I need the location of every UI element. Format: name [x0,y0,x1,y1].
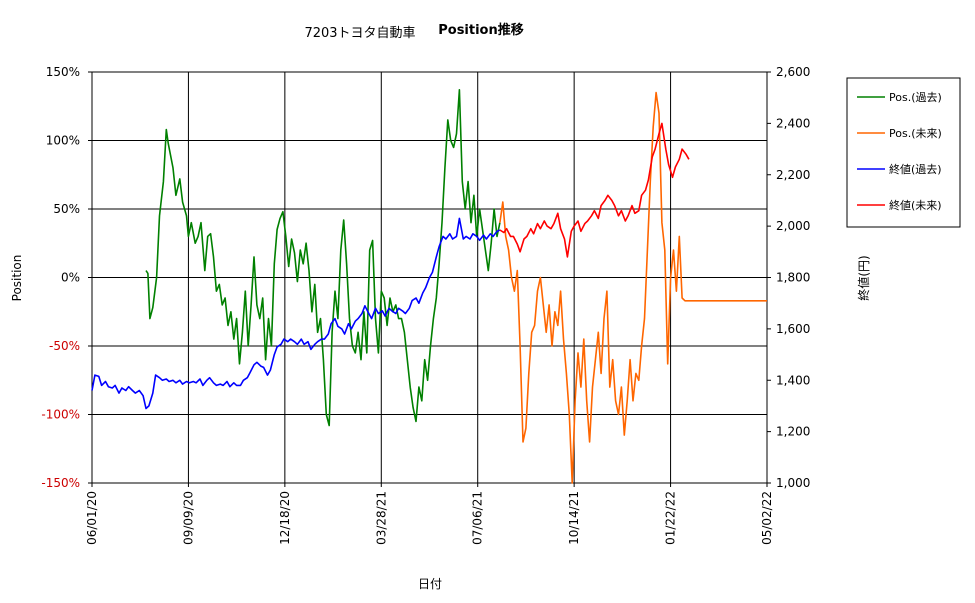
legend [846,77,961,228]
y-left-tick-label: 50% [53,202,80,216]
x-tick-label: 01/22/22 [664,491,678,545]
legend-label: Pos.(未来) [889,127,942,140]
y-left-tick-label: -100% [41,408,80,422]
legend-label: 終値(未来) [889,198,942,212]
chart-title: 7203トヨタ自動車 [304,26,415,41]
y-right-tick-label: 2,200 [776,168,810,182]
x-tick-label: 07/06/21 [471,491,485,545]
legend-items: Pos.(過去) Pos.(未来) 終値(過去) 終値(未来) [857,91,942,212]
y-right-tick-label: 2,600 [776,65,810,79]
series-layer [91,89,767,484]
left-axis-ticks: 150% 100% 50% 0% -50% -100% -150% [41,65,92,490]
y-left-tick-label: -150% [41,476,80,490]
y-right-tick-label: 1,200 [776,425,810,439]
x-tick-label: 06/01/20 [85,491,99,545]
y-right-tick-label: 1,400 [776,373,810,387]
series-line [499,91,767,484]
x-tick-label: 03/28/21 [374,491,388,545]
x-tick-label: 12/18/20 [278,491,292,545]
x-tick-label: 10/14/21 [567,491,581,545]
y-axis-right-label: 終値(円) [856,255,871,300]
chart-subtitle: Position推移 [438,22,524,38]
series-line [145,89,501,427]
y-axis-left-label: Position [10,255,24,302]
y-right-tick-label: 1,600 [776,322,810,336]
legend-label: 終値(過去) [889,162,942,176]
y-right-tick-label: 1,000 [776,476,810,490]
y-left-tick-label: 100% [46,134,80,148]
y-right-tick-label: 2,000 [776,219,810,233]
legend-label: Pos.(過去) [889,91,942,104]
y-right-tick-label: 2,400 [776,116,810,130]
y-left-tick-label: 0% [61,271,80,285]
x-tick-label: 05/02/22 [760,491,774,545]
right-axis-ticks: 2,600 2,400 2,200 2,000 1,800 1,600 1,400 1,200… [767,65,810,490]
series-line [499,122,690,258]
series-line [91,217,501,410]
y-right-tick-label: 1,800 [776,271,810,285]
y-left-tick-label: 150% [46,65,80,79]
x-axis-ticks: 06/01/20 09/09/20 12/18/20 03/28/21 07/06/21… [85,483,774,545]
x-tick-label: 09/09/20 [181,491,195,545]
x-axis-label: 日付 [418,577,442,591]
y-left-tick-label: -50% [49,339,80,353]
